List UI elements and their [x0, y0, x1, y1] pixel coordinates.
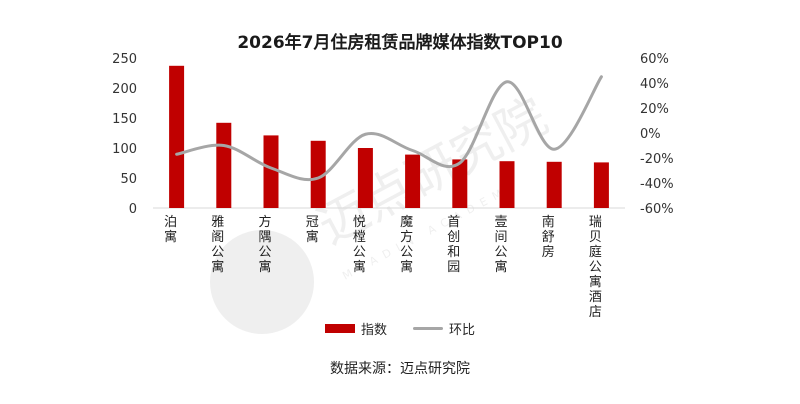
bar: [310, 140, 326, 208]
legend-label-bar: 指数: [360, 323, 387, 338]
bar: [263, 135, 279, 208]
right-tick-label: -20%: [640, 152, 674, 167]
legend-label-line: 环比: [449, 323, 476, 338]
series-line: [175, 75, 603, 182]
category-label: 南舒房: [542, 214, 555, 260]
right-tick-label: -40%: [640, 177, 674, 192]
left-tick-label: 100: [112, 142, 137, 157]
category-label: 方隅公寓: [258, 214, 271, 275]
legend-item-line: 环比: [413, 319, 475, 338]
left-tick-label: 0: [129, 202, 137, 217]
category-label: 瑞贝庭公寓酒店: [589, 215, 602, 320]
chart-title: 2026年7月住房租赁品牌媒体指数TOP10: [237, 33, 563, 53]
left-tick-label: 150: [112, 112, 137, 127]
bar: [593, 162, 609, 208]
left-axis: 0 50 100 150 200 250: [112, 52, 137, 217]
category-label: 壹间公寓: [494, 215, 507, 275]
bar: [546, 161, 562, 208]
legend-swatch-line: [413, 327, 443, 330]
right-tick-label: 20%: [640, 102, 669, 117]
bar: [499, 161, 515, 208]
category-label: 雅阁公寓: [211, 215, 224, 275]
right-tick-label: 60%: [640, 52, 669, 67]
line-series: [175, 75, 603, 182]
left-tick-label: 250: [112, 52, 137, 67]
category-label: 首创和园: [447, 215, 460, 275]
left-tick-label: 50: [120, 172, 137, 187]
bar: [169, 65, 185, 208]
category-label: 悦樘公寓: [353, 215, 366, 275]
category-label: 魔方公寓: [400, 215, 413, 275]
bar: [452, 159, 468, 208]
watermark: 迈点研究院 MEADIN ACADEMY: [210, 87, 556, 334]
watermark-logo: [210, 230, 314, 334]
bar: [357, 148, 373, 208]
legend-item-bar: 指数: [324, 319, 387, 338]
category-label: 泊寓: [164, 215, 177, 245]
legend: 指数 环比: [0, 319, 800, 338]
source-note: 数据来源：迈点研究院: [330, 361, 470, 377]
bar: [216, 122, 232, 208]
category-labels: 泊寓 雅阁公寓 方隅公寓 冠寓 悦樘公寓 魔方公寓 首创和园 壹间公寓 南舒房 瑞贝庭公寓酒店: [164, 214, 602, 320]
left-tick-label: 200: [112, 82, 137, 97]
right-tick-label: 0%: [640, 127, 661, 142]
right-tick-label: 40%: [640, 77, 669, 92]
right-axis: -60% -40% -20% 0% 20% 40% 60%: [640, 52, 674, 217]
right-tick-label: -60%: [640, 202, 674, 217]
bar: [405, 154, 421, 208]
legend-swatch-bar: [324, 324, 355, 333]
category-label: 冠寓: [306, 215, 319, 245]
